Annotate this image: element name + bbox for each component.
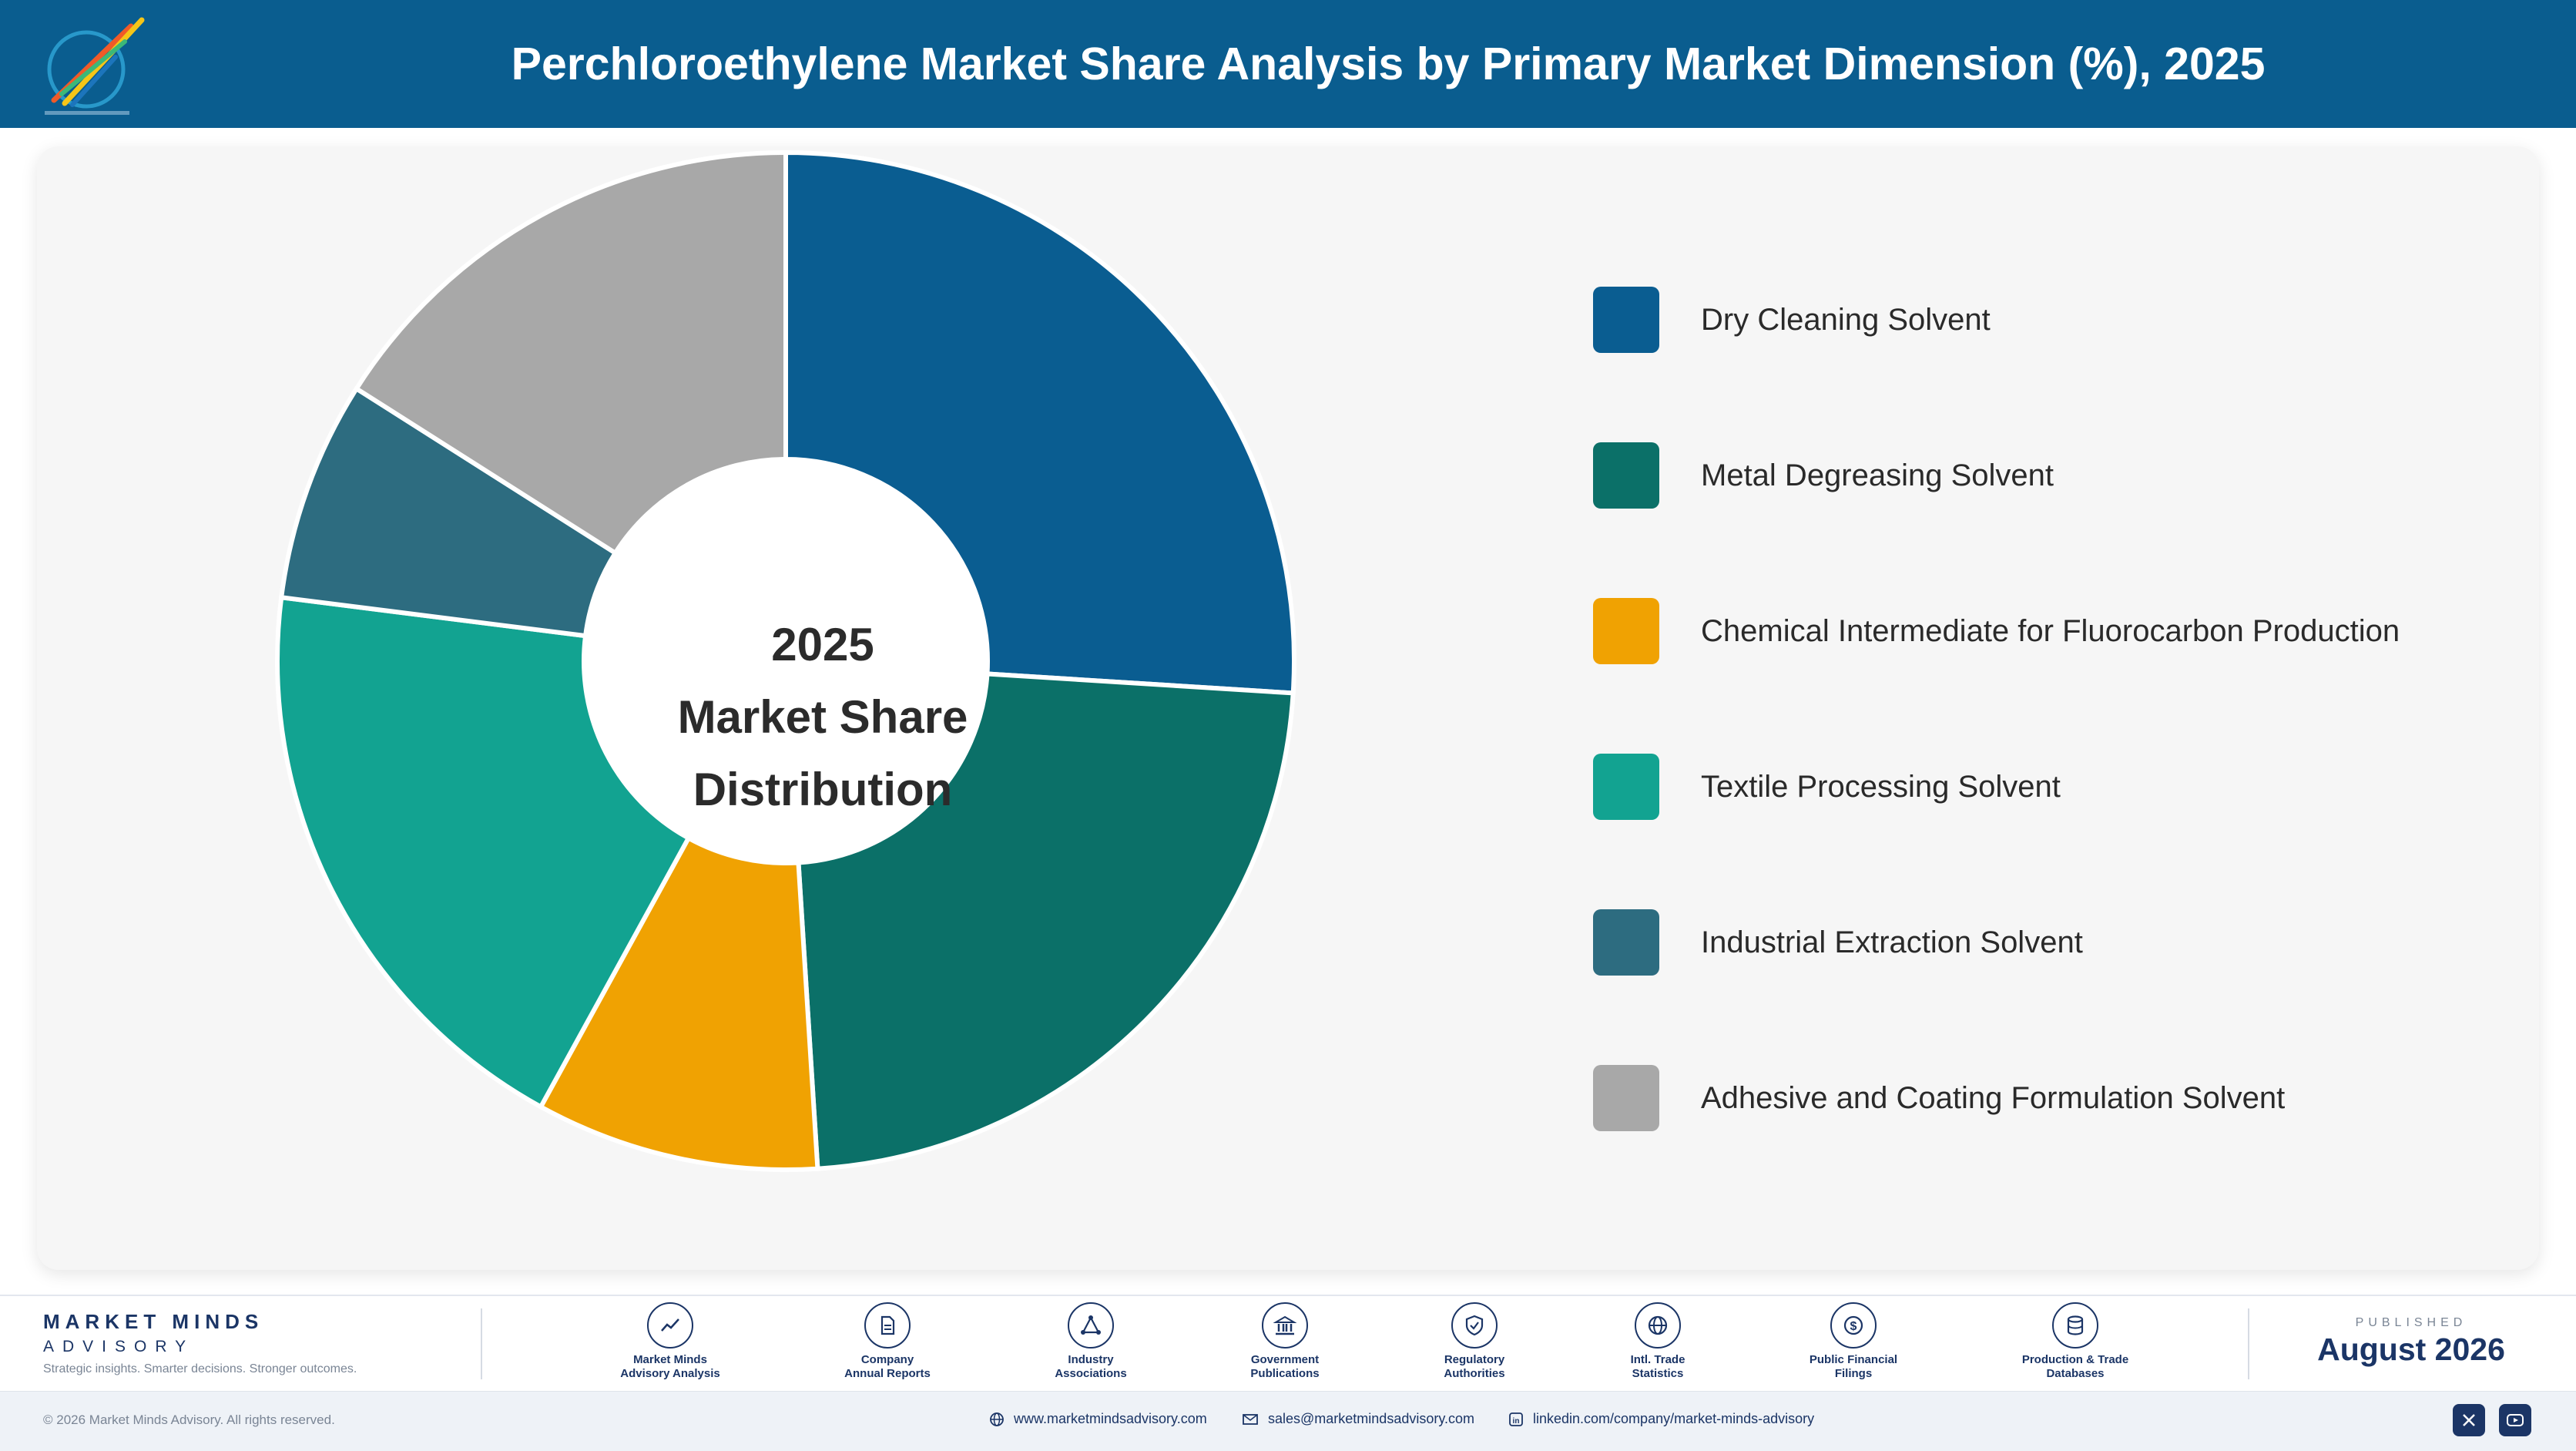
legend-label: Dry Cleaning Solvent xyxy=(1701,303,1991,337)
email-link[interactable]: sales@marketmindsadvisory.com xyxy=(1242,1411,1474,1427)
company-logo-icon xyxy=(45,17,145,115)
source-label: Production & Trade Databases xyxy=(2021,1353,2129,1380)
youtube-social-button[interactable] xyxy=(2499,1404,2531,1436)
brand-subtitle: ADVISORY xyxy=(43,1338,195,1355)
copyright-text: © 2026 Market Minds Advisory. All rights… xyxy=(43,1412,335,1427)
source-public-financial-filings: $ Public Financial Filings xyxy=(1776,1302,1930,1381)
legend-swatch xyxy=(1593,754,1659,820)
chart-card: Dry Cleaning Solvent Metal Degreasing So… xyxy=(37,146,2539,1270)
legend-swatch xyxy=(1593,598,1659,664)
source-label: Government Publications xyxy=(1250,1353,1320,1380)
source-market-minds-analysis: Market Minds Advisory Analysis xyxy=(593,1302,747,1381)
linkedin-icon: in xyxy=(1509,1412,1523,1426)
source-label: Industry Associations xyxy=(1055,1353,1127,1380)
legend-label: Adhesive and Coating Formulation Solvent xyxy=(1701,1081,2286,1115)
linkedin-text: linkedin.com/company/market-minds-adviso… xyxy=(1533,1411,1815,1426)
brand-tagline: Strategic insights. Smarter decisions. S… xyxy=(43,1362,357,1375)
government-building-icon xyxy=(1262,1302,1308,1349)
pie-slice-metal-degreasing[interactable] xyxy=(796,671,1296,1171)
email-text: sales@marketmindsadvisory.com xyxy=(1268,1411,1475,1426)
source-label: Public Financial Filings xyxy=(1809,1353,1898,1380)
x-social-button[interactable] xyxy=(2453,1404,2485,1436)
footer-divider xyxy=(2248,1308,2249,1379)
page-title: Perchloroethylene Market Share Analysis … xyxy=(511,39,2266,89)
pie-slice-textile-processing[interactable] xyxy=(275,594,692,1110)
svg-text:in: in xyxy=(1513,1417,1520,1426)
database-icon xyxy=(2052,1302,2098,1349)
pie-slice-chemical-intermediate[interactable] xyxy=(537,835,820,1173)
center-label-year: 2025 xyxy=(771,619,874,670)
trend-chart-icon xyxy=(647,1302,693,1349)
source-production-trade-databases: Production & Trade Databases xyxy=(1998,1302,2152,1381)
svg-text:$: $ xyxy=(1850,1320,1857,1333)
center-label-line-3: Distribution xyxy=(693,764,953,815)
source-government-publications: Government Publications xyxy=(1208,1302,1362,1381)
legend-swatch xyxy=(1593,287,1659,353)
source-industry-associations: Industry Associations xyxy=(1014,1302,1168,1381)
source-label: Company Annual Reports xyxy=(844,1353,931,1380)
linkedin-link[interactable]: in linkedin.com/company/market-minds-adv… xyxy=(1508,1411,1814,1427)
pie-chart xyxy=(275,149,1297,1173)
legend-label: Textile Processing Solvent xyxy=(1701,770,2061,804)
legend-swatch xyxy=(1593,909,1659,976)
source-regulatory-authorities: Regulatory Authorities xyxy=(1397,1302,1551,1381)
pie-slice-adhesive-coating[interactable] xyxy=(353,149,788,556)
center-label-line-2: Market Share xyxy=(677,691,968,743)
legend-label: Chemical Intermediate for Fluorocarbon P… xyxy=(1701,614,2400,648)
pie-slice-dry-cleaning[interactable] xyxy=(783,149,1297,696)
header-bar: Perchloroethylene Market Share Analysis … xyxy=(0,0,2576,128)
legend-label: Industrial Extraction Solvent xyxy=(1701,925,2083,959)
globe-icon xyxy=(1635,1302,1681,1349)
x-logo-icon xyxy=(2463,1414,2475,1426)
legend-label: Metal Degreasing Solvent xyxy=(1701,458,2054,492)
pie-slice-industrial-extraction[interactable] xyxy=(278,385,619,639)
globe-icon xyxy=(990,1412,1004,1426)
mail-icon xyxy=(1243,1413,1258,1425)
published-label: PUBLISHED xyxy=(2355,1316,2467,1329)
source-label: Market Minds Advisory Analysis xyxy=(620,1353,720,1380)
bottom-bar xyxy=(0,1391,2576,1451)
legend-swatch xyxy=(1593,1065,1659,1131)
brand-name: MARKET MINDS xyxy=(43,1310,264,1333)
source-intl-trade-statistics: Intl. Trade Statistics xyxy=(1581,1302,1735,1381)
footer-divider xyxy=(481,1308,482,1379)
source-label: Intl. Trade Statistics xyxy=(1630,1353,1685,1380)
network-icon xyxy=(1068,1302,1114,1349)
published-date: August 2026 xyxy=(2317,1332,2505,1367)
legend-swatch xyxy=(1593,442,1659,509)
source-label: Regulatory Authorities xyxy=(1444,1353,1505,1380)
website-link[interactable]: www.marketmindsadvisory.com xyxy=(989,1411,1207,1427)
currency-coin-icon: $ xyxy=(1830,1302,1877,1349)
shield-check-icon xyxy=(1451,1302,1498,1349)
source-company-reports: Company Annual Reports xyxy=(810,1302,964,1381)
document-icon xyxy=(864,1302,911,1349)
youtube-icon xyxy=(2507,1414,2524,1426)
website-text: www.marketmindsadvisory.com xyxy=(1014,1411,1207,1426)
donut-center-hole xyxy=(585,461,986,862)
